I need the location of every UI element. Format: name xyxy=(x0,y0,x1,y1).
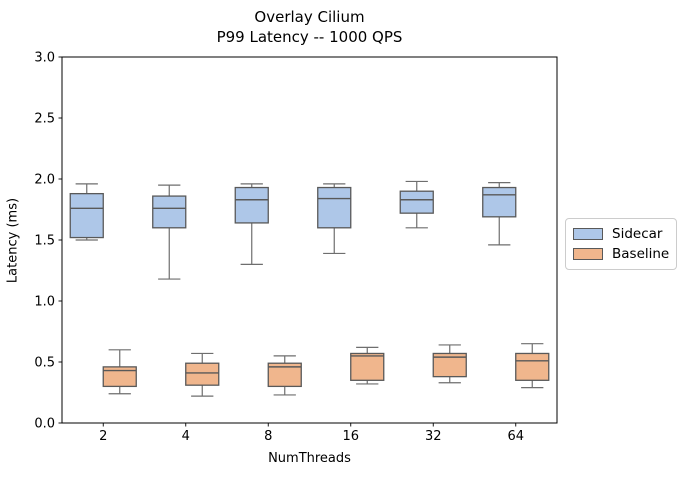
box-baseline-16 xyxy=(350,352,385,381)
box-sidecar-4 xyxy=(152,195,187,229)
chart-title: Overlay Cilium P99 Latency -- 1000 QPS xyxy=(62,7,557,47)
legend-item-sidecar: Sidecar xyxy=(573,224,668,244)
y-axis-label: Latency (ms) xyxy=(5,197,21,284)
box-sidecar-2 xyxy=(69,192,104,239)
x-tick-label: 32 xyxy=(425,429,442,444)
y-tick-label: 0.0 xyxy=(34,417,55,432)
box-sidecar-8 xyxy=(234,186,269,224)
x-tick-label: 16 xyxy=(342,429,359,444)
y-tick-label: 1.5 xyxy=(34,234,55,249)
baseline-color-swatch xyxy=(573,248,603,260)
sidecar-color-swatch xyxy=(573,228,603,240)
chart-title-line2: P99 Latency -- 1000 QPS xyxy=(216,28,403,46)
y-tick-label: 2.0 xyxy=(34,173,55,188)
legend-label-sidecar: Sidecar xyxy=(612,226,663,242)
box-sidecar-64 xyxy=(482,186,517,218)
y-tick-label: 0.5 xyxy=(34,356,55,371)
box-baseline-32 xyxy=(432,352,467,378)
box-baseline-64 xyxy=(515,352,550,381)
box-sidecar-32 xyxy=(399,190,434,214)
legend: Sidecar Baseline xyxy=(565,218,677,270)
x-axis-label: NumThreads xyxy=(268,451,351,466)
x-tick-label: 8 xyxy=(264,429,272,444)
legend-item-baseline: Baseline xyxy=(573,244,670,264)
y-tick-label: 3.0 xyxy=(34,51,55,66)
x-tick-label: 64 xyxy=(507,429,524,444)
y-tick-label: 2.5 xyxy=(34,112,55,127)
box-baseline-4 xyxy=(185,362,220,386)
x-tick-label: 2 xyxy=(99,429,107,444)
x-tick-label: 4 xyxy=(182,429,190,444)
y-tick-label: 1.0 xyxy=(34,295,55,310)
box-baseline-8 xyxy=(267,362,302,388)
chart-title-line1: Overlay Cilium xyxy=(254,8,365,26)
legend-label-baseline: Baseline xyxy=(612,246,670,262)
box-baseline-2 xyxy=(102,366,137,388)
box-sidecar-16 xyxy=(317,186,352,229)
